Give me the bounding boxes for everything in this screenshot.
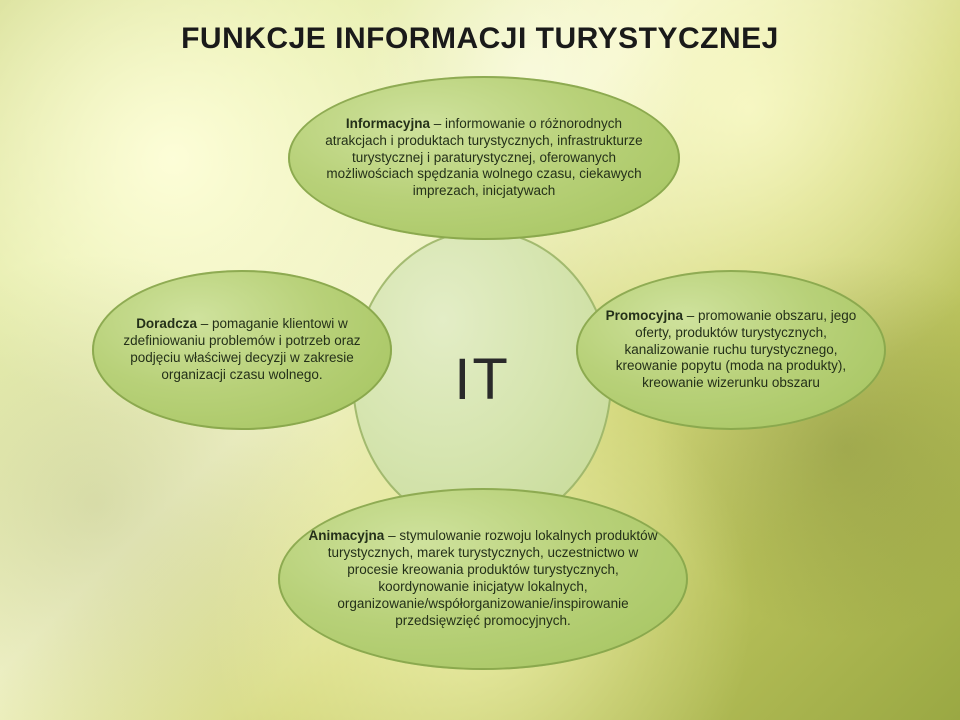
center-node: IT — [352, 230, 612, 530]
node-text: Informacyjna – informowanie o różnorodny… — [314, 116, 654, 200]
page-title: FUNKCJE INFORMACJI TURYSTYCZNEJ — [0, 22, 960, 56]
slide-page: FUNKCJE INFORMACJI TURYSTYCZNEJ IT Infor… — [0, 0, 960, 720]
node-lead: Doradcza — [136, 316, 197, 331]
node-animacyjna: Animacyjna – stymulowanie rozwoju lokaln… — [278, 488, 688, 670]
node-text: Doradcza – pomaganie klientowi w zdefini… — [118, 316, 366, 384]
node-lead: Animacyjna — [309, 528, 385, 543]
center-label: IT — [454, 344, 510, 417]
node-informacyjna: Informacyjna – informowanie o różnorodny… — [288, 76, 680, 240]
node-promocyjna: Promocyjna – promowanie obszaru, jego of… — [576, 270, 886, 430]
node-text: Animacyjna – stymulowanie rozwoju lokaln… — [304, 528, 662, 629]
node-lead: Promocyjna — [606, 308, 683, 323]
node-text: Promocyjna – promowanie obszaru, jego of… — [602, 308, 860, 392]
node-lead: Informacyjna — [346, 116, 430, 131]
node-doradcza: Doradcza – pomaganie klientowi w zdefini… — [92, 270, 392, 430]
